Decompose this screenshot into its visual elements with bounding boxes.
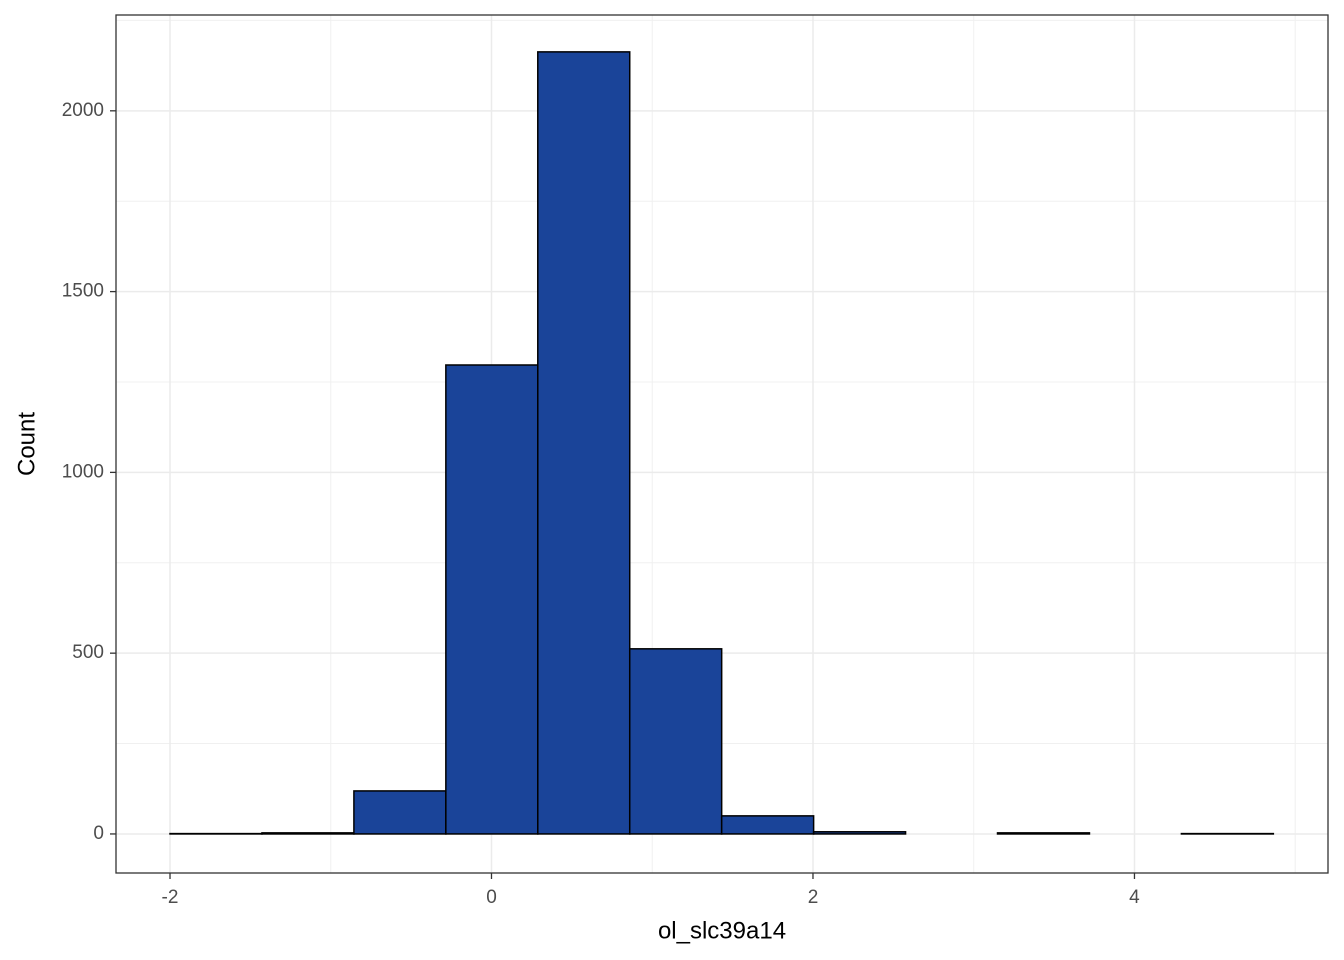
bar bbox=[720, 815, 815, 835]
bar bbox=[261, 832, 355, 835]
bar bbox=[537, 51, 631, 835]
bar bbox=[628, 648, 723, 835]
y-tick-label: 2000 bbox=[62, 100, 104, 121]
bars bbox=[169, 51, 1275, 835]
y-tick-label: 500 bbox=[72, 642, 104, 663]
x-tick-label: -2 bbox=[162, 887, 179, 908]
bar bbox=[996, 832, 1091, 835]
y-tick-label: 1500 bbox=[62, 281, 104, 302]
bar bbox=[445, 364, 539, 835]
panel-border bbox=[115, 14, 1329, 874]
y-tick-label: 1000 bbox=[62, 461, 104, 482]
bar bbox=[353, 790, 447, 835]
x-axis-title: ol_slc39a14 bbox=[658, 917, 786, 944]
bar bbox=[812, 831, 907, 835]
y-axis-title: Count bbox=[13, 412, 40, 476]
x-tick-label: 0 bbox=[486, 887, 497, 908]
x-tick-label: 2 bbox=[808, 887, 819, 908]
y-tick-label: 0 bbox=[93, 823, 104, 844]
x-tick-label: 4 bbox=[1129, 887, 1140, 908]
